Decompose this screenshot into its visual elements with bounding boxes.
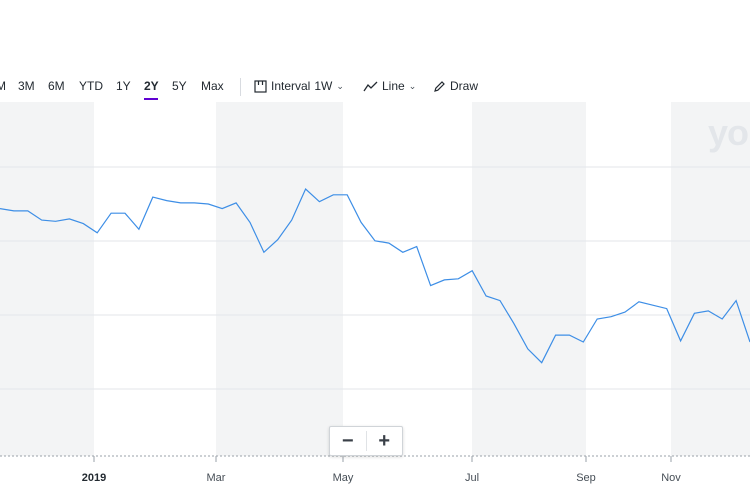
zoom-controls: − +	[329, 426, 403, 456]
chevron-down-icon: ⌄	[336, 80, 344, 91]
zoom-out-button[interactable]: −	[341, 429, 354, 452]
range-button-2y[interactable]: 2Y	[144, 79, 159, 93]
active-range-indicator	[144, 98, 158, 100]
pencil-icon	[434, 80, 445, 92]
x-tick-label: Mar	[206, 472, 226, 484]
interval-selector[interactable]: Interval 1W ⌄	[254, 79, 344, 93]
line-chart-icon	[363, 81, 378, 91]
price-series-line	[0, 187, 750, 364]
x-tick-label: Jul	[464, 472, 480, 484]
toolbar-divider	[240, 78, 241, 96]
range-button-1m[interactable]: M	[0, 79, 6, 93]
chart-type-selector[interactable]: Line ⌄	[363, 79, 416, 93]
time-band	[472, 102, 586, 456]
watermark-logo: yo	[708, 112, 749, 153]
chevron-down-icon: ⌄	[408, 80, 417, 91]
chart-toolbar: M 3M 6M YTD 1Y 2Y 5Y Max Interval 1W ⌄ L…	[0, 70, 750, 102]
draw-label: Draw	[450, 79, 479, 93]
x-tick-label: May	[332, 472, 354, 484]
chart-type-label: Line	[382, 79, 405, 93]
interval-value: 1W	[314, 79, 333, 93]
x-tick-label: 2019	[81, 472, 107, 484]
time-band	[0, 102, 94, 456]
range-button-ytd[interactable]: YTD	[79, 79, 103, 93]
range-button-3m[interactable]: 3M	[18, 79, 35, 93]
range-button-5y[interactable]: 5Y	[172, 79, 187, 93]
draw-button[interactable]: Draw	[433, 79, 478, 93]
range-button-6m[interactable]: 6M	[48, 79, 65, 93]
zoom-divider	[365, 431, 367, 451]
candlestick-icon	[254, 79, 267, 93]
range-button-1y[interactable]: 1Y	[116, 79, 131, 93]
zoom-in-button[interactable]: +	[378, 429, 391, 452]
time-band	[671, 102, 750, 456]
time-band	[216, 102, 343, 456]
range-button-max[interactable]: Max	[201, 79, 224, 93]
x-tick-label: Sep	[576, 472, 596, 484]
interval-label: Interval	[271, 79, 311, 93]
x-tick-label: Nov	[661, 472, 681, 484]
